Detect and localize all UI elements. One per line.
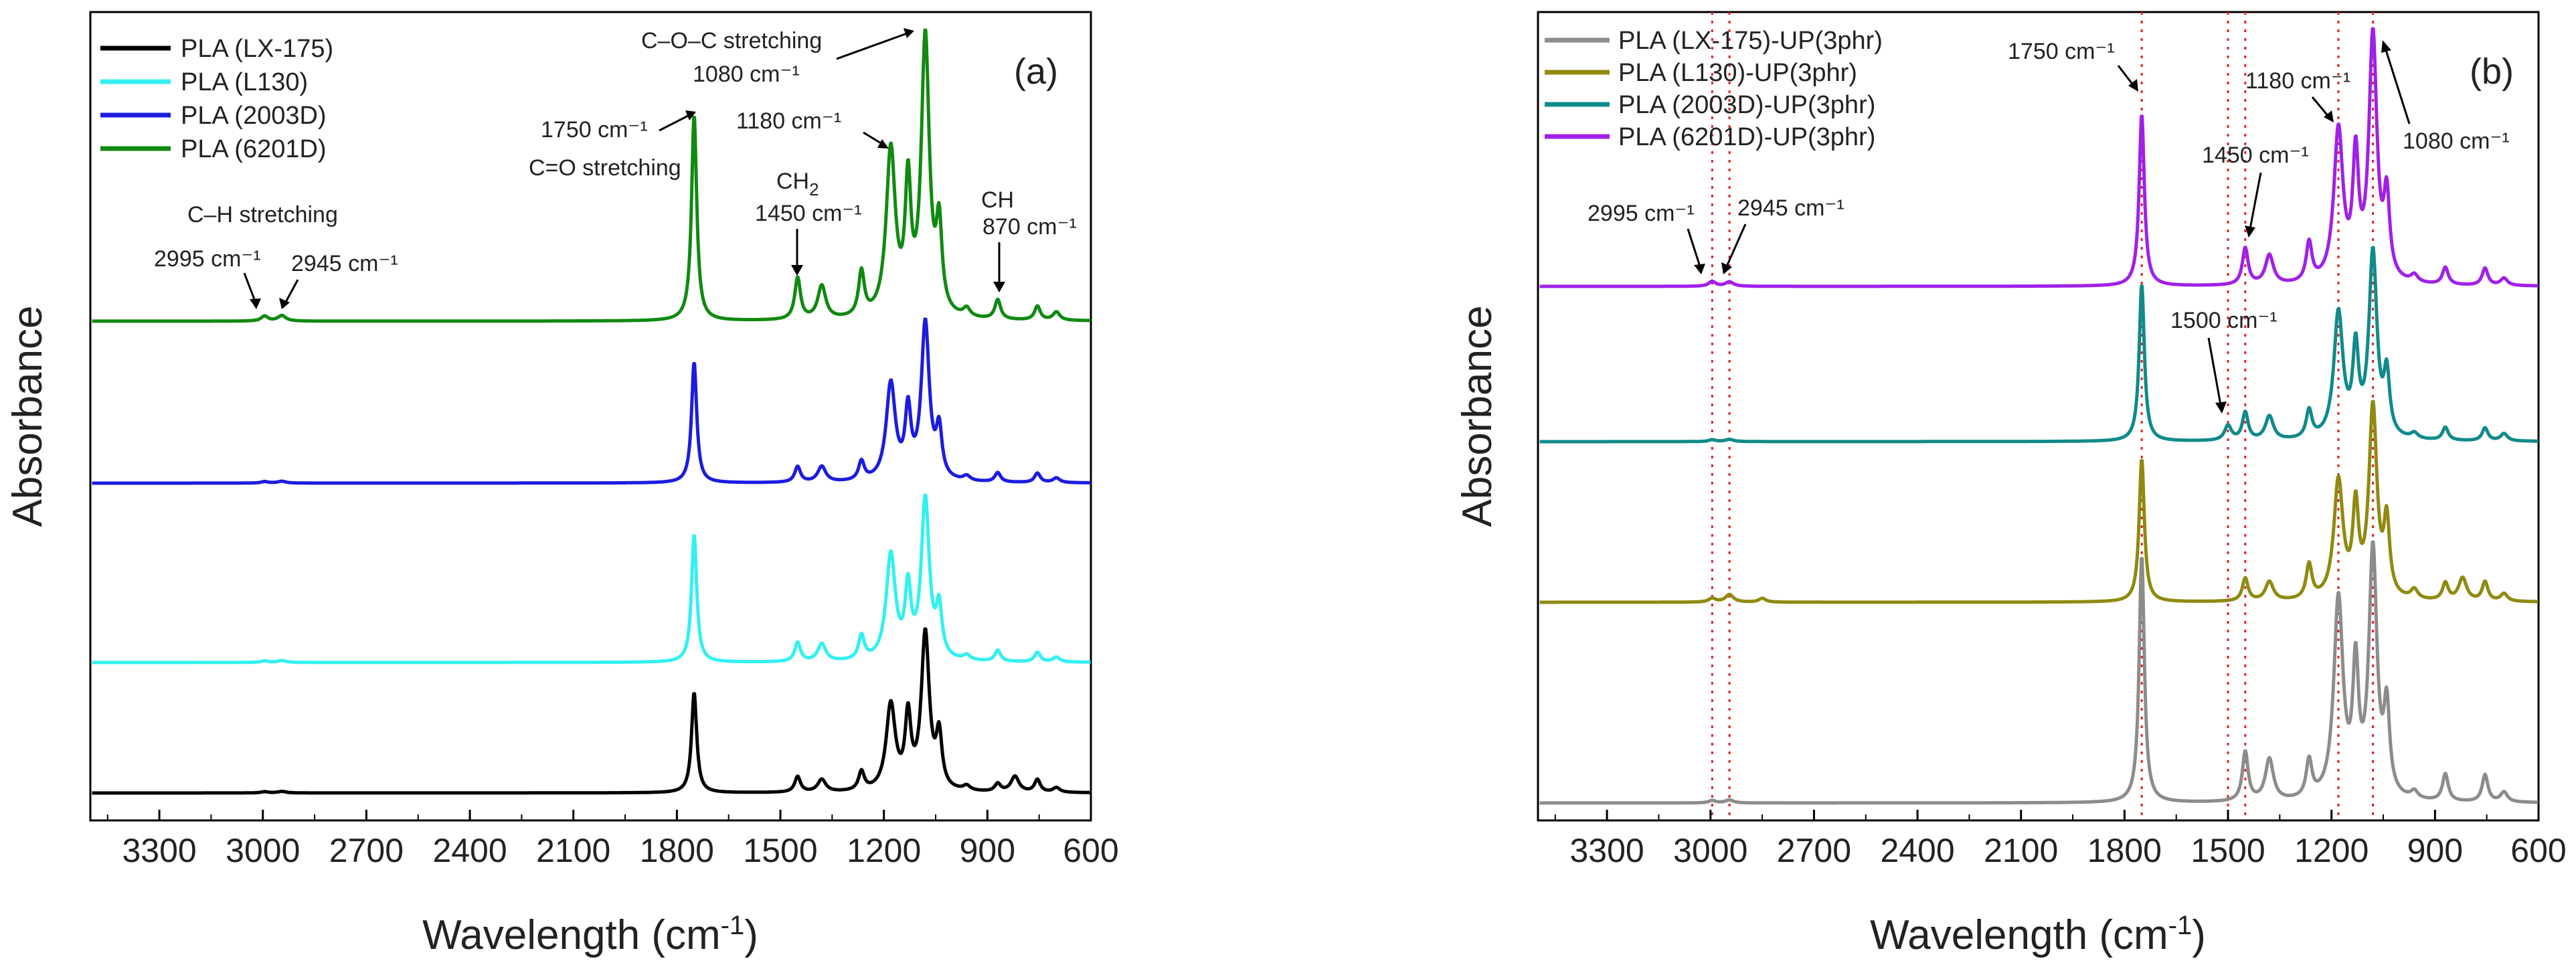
- arrow-b-1180: [2311, 96, 2330, 118]
- panel-b-x-ticks: 3300 3000 2700 2400 2100 1800 1500 1200 900 600: [1554, 810, 2567, 869]
- panel-a-y-title: Absorbance: [5, 306, 51, 527]
- arrow-b-1750-head: [2128, 79, 2138, 92]
- panel-b-legend: PLA (LX-175)-UP(3phr) PLA (L130)-UP(3phr…: [1545, 27, 1883, 151]
- anno-870: 870 cm⁻¹: [982, 214, 1077, 240]
- panel-a-letter: (a): [1014, 52, 1058, 92]
- arrow-b-1450: [2249, 172, 2262, 230]
- series-line-pla-6201d: [91, 28, 1092, 323]
- panel-b-y-title: Absorbance: [1454, 306, 1500, 527]
- arrow-1080: [836, 32, 908, 60]
- arrow-870-head: [993, 282, 1005, 292]
- x-tick-label: 600: [2510, 832, 2566, 869]
- x-tick-label: 2700: [1777, 832, 1851, 869]
- arrow-1080-head: [904, 28, 914, 38]
- x-tick-label: 1200: [847, 832, 921, 869]
- panel-a: 3300 3000 2700 2400 2100 1800 1500 1200 900 600 P…: [5, 11, 1119, 958]
- x-tick-label: 1800: [640, 832, 714, 869]
- arrow-1450-head: [791, 265, 803, 276]
- arrow-b-2995-head: [1694, 264, 1705, 274]
- arrow-2995-head: [250, 298, 261, 309]
- series-line-pla-lx-175-up-3phr: [1539, 540, 2539, 805]
- anno-coc-stretching: C–O–C stretching: [641, 28, 822, 54]
- panel-b-series-group: [1539, 27, 2539, 805]
- series-line-pla-2003d-up-3phr: [1539, 246, 2539, 444]
- arrow-b-1500-head: [2215, 402, 2227, 414]
- series-line-pla-l130-up-3phr: [1539, 400, 2539, 604]
- x-tick-label: 2700: [329, 832, 404, 869]
- legend-label-lx175-up: PLA (LX-175)-UP(3phr): [1618, 27, 1883, 55]
- series-line-pla-2003d: [91, 317, 1092, 485]
- anno-ch: CH: [981, 187, 1014, 213]
- panel-a-legend: PLA (LX-175) PLA (L130) PLA (2003D) PLA …: [100, 35, 333, 163]
- arrow-b-2945-head: [1721, 262, 1732, 274]
- series-line-pla-6201d-up-3phr: [1539, 27, 2539, 288]
- panel-b-annotations: 1750 cm⁻¹ 1180 cm⁻¹ 1450 cm⁻¹ 1080 cm⁻¹ …: [1587, 39, 2510, 414]
- x-tick-label: 900: [960, 832, 1015, 869]
- anno-1080: 1080 cm⁻¹: [693, 62, 800, 87]
- x-tick-label: 3000: [226, 832, 300, 869]
- anno-1180: 1180 cm⁻¹: [736, 108, 841, 134]
- anno-ch2: CH2: [776, 169, 819, 199]
- arrow-b-1750: [2117, 65, 2135, 86]
- panel-b: 3300 3000 2700 2400 2100 1800 1500 1200 900 600 P…: [1454, 11, 2567, 958]
- anno-1450: 1450 cm⁻¹: [755, 201, 862, 226]
- arrow-b-1080-head: [2381, 40, 2391, 53]
- anno-b-1450: 1450 cm⁻¹: [2202, 143, 2309, 168]
- arrow-b-2945: [1725, 224, 1747, 267]
- legend-label-2003d-up: PLA (2003D)-UP(3phr): [1618, 91, 1875, 119]
- anno-1750: 1750 cm⁻¹: [541, 117, 648, 143]
- legend-label-l130-up: PLA (L130)-UP(3phr): [1618, 59, 1857, 87]
- legend-label-2003d: PLA (2003D): [181, 102, 327, 130]
- panel-b-frame: [1537, 11, 2540, 822]
- legend-label-6201d-up: PLA (6201D)-UP(3phr): [1618, 123, 1875, 151]
- x-tick-label: 3000: [1673, 832, 1747, 869]
- x-tick-label: 3300: [1569, 832, 1644, 869]
- anno-ch-stretching: C–H stretching: [187, 202, 338, 228]
- arrow-2945-head: [279, 298, 290, 309]
- legend-label-lx175: PLA (LX-175): [181, 35, 333, 63]
- legend-label-6201d: PLA (6201D): [181, 135, 327, 163]
- panel-b-x-title: Wavelength (cm-1): [1870, 911, 2206, 958]
- arrow-b-2995: [1687, 228, 1701, 267]
- legend-label-l130: PLA (L130): [181, 68, 308, 96]
- arrow-1180: [863, 131, 883, 145]
- x-tick-label: 1200: [2294, 832, 2369, 869]
- x-tick-label: 1500: [2191, 832, 2265, 869]
- x-tick-label: 600: [1063, 832, 1118, 869]
- x-tick-label: 1800: [2087, 832, 2162, 869]
- x-tick-label: 2100: [536, 832, 610, 869]
- arrow-2945: [283, 279, 299, 305]
- panel-a-frame: [89, 11, 1092, 822]
- arrow-b-1180-head: [2324, 110, 2334, 122]
- arrow-1180-head: [877, 139, 889, 149]
- panel-a-series-group: [91, 28, 1092, 795]
- anno-b-1180: 1180 cm⁻¹: [2245, 68, 2350, 94]
- anno-2995: 2995 cm⁻¹: [154, 246, 261, 272]
- x-tick-label: 2400: [1880, 832, 1954, 869]
- anno-2945: 2945 cm⁻¹: [291, 251, 398, 276]
- anno-co-stretching: C=O stretching: [529, 155, 681, 181]
- panel-a-annotations: C–H stretching 2995 cm⁻¹ 2945 cm⁻¹ 1750 …: [154, 28, 1077, 309]
- x-tick-label: 2400: [432, 832, 507, 869]
- panel-a-x-title: Wavelength (cm-1): [422, 911, 758, 958]
- x-tick-label: 2100: [1984, 832, 2058, 869]
- x-tick-label: 900: [2407, 832, 2463, 869]
- arrow-b-1450-head: [2245, 226, 2255, 238]
- series-line-pla-lx-175: [91, 627, 1092, 795]
- anno-b-1500: 1500 cm⁻¹: [2170, 308, 2278, 333]
- x-tick-label: 3300: [122, 832, 196, 869]
- anno-b-2945: 2945 cm⁻¹: [1737, 195, 1844, 221]
- arrow-b-1500: [2207, 337, 2222, 406]
- anno-b-1080: 1080 cm⁻¹: [2403, 128, 2510, 154]
- anno-b-2995: 2995 cm⁻¹: [1587, 201, 1695, 226]
- arrow-1750: [659, 114, 690, 132]
- panel-a-x-ticks: 3300 3000 2700 2400 2100 1800 1500 1200 900 600: [106, 810, 1119, 869]
- arrow-b-1080: [2385, 50, 2411, 124]
- series-line-pla-l130: [91, 493, 1092, 665]
- panel-b-letter: (b): [2470, 52, 2514, 92]
- x-tick-label: 1500: [743, 832, 817, 869]
- arrow-1750-head: [685, 110, 696, 120]
- anno-b-1750: 1750 cm⁻¹: [2008, 39, 2115, 64]
